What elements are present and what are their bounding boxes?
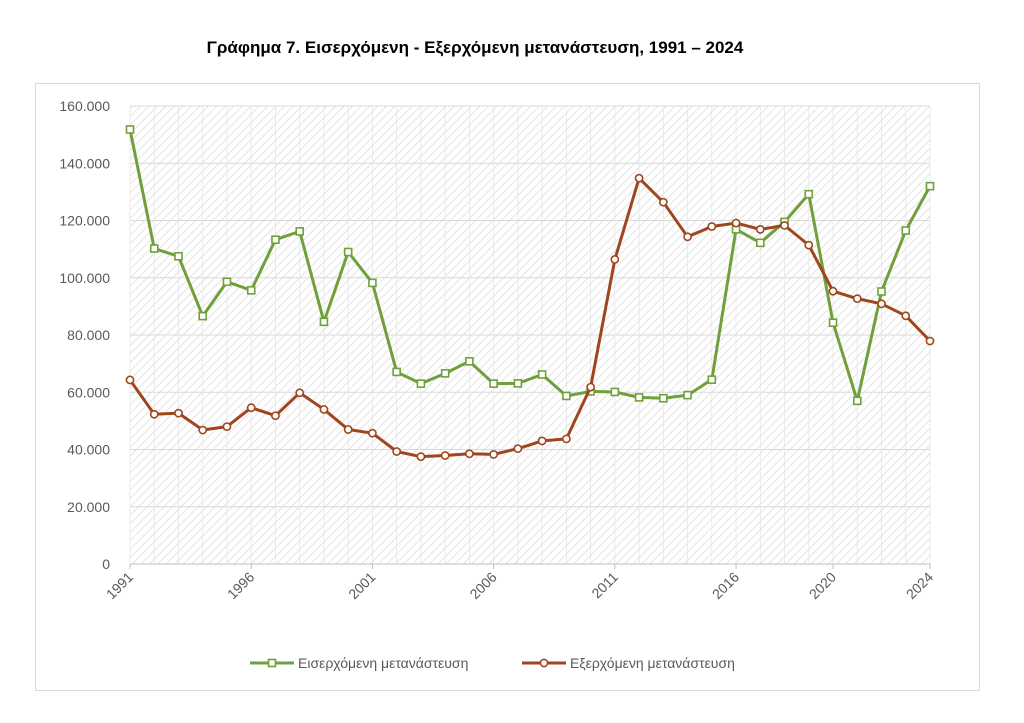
data-point-1 xyxy=(246,286,256,295)
data-point-2 xyxy=(440,451,450,460)
data-point-1 xyxy=(368,278,377,288)
x-tick-label: 2001 xyxy=(345,569,378,602)
data-point-1 xyxy=(392,367,401,377)
data-point-2 xyxy=(174,408,183,418)
legend-label: Εισερχόμενη μετανάστευση xyxy=(298,655,468,671)
data-point-1 xyxy=(465,357,474,366)
data-point-1 xyxy=(149,244,159,253)
data-point-1 xyxy=(295,227,304,236)
data-point-2 xyxy=(634,173,644,183)
data-point-1 xyxy=(513,379,523,388)
data-point-2 xyxy=(828,286,838,296)
data-point-2 xyxy=(295,388,305,398)
data-point-1 xyxy=(610,387,620,397)
x-tick-label: 2016 xyxy=(709,569,742,602)
data-point-2 xyxy=(852,294,862,304)
x-tick-label: 1996 xyxy=(224,569,257,602)
data-point-1 xyxy=(537,370,547,379)
data-point-1 xyxy=(659,393,668,403)
data-point-1 xyxy=(707,375,717,384)
y-tick-label: 100.000 xyxy=(59,270,110,286)
legend-marker xyxy=(267,658,277,668)
data-point-2 xyxy=(586,382,596,392)
data-point-2 xyxy=(343,425,353,434)
series-line-1 xyxy=(128,129,932,403)
data-point-1 xyxy=(562,391,571,401)
data-point-1 xyxy=(901,226,911,235)
data-point-2 xyxy=(683,232,692,242)
data-point-2 xyxy=(925,336,935,346)
data-point-2 xyxy=(707,222,717,231)
data-point-1 xyxy=(222,277,232,287)
x-tick-label: 2024 xyxy=(903,569,936,602)
data-point-2 xyxy=(804,240,814,250)
data-point-1 xyxy=(489,379,498,388)
y-tick-label: 0 xyxy=(102,556,110,572)
data-point-2 xyxy=(464,449,474,459)
chart-title: Γράφημα 7. Εισερχόμενη - Εξερχόμενη μετα… xyxy=(206,38,744,57)
data-point-2 xyxy=(901,311,911,321)
y-tick-label: 20.000 xyxy=(67,499,110,515)
data-point-2 xyxy=(780,220,789,230)
data-point-1 xyxy=(877,287,886,296)
data-point-2 xyxy=(513,444,523,454)
y-tick-label: 120.000 xyxy=(59,213,110,229)
data-point-1 xyxy=(174,251,183,261)
data-point-1 xyxy=(804,189,814,199)
data-point-2 xyxy=(755,224,765,234)
chart-frame xyxy=(35,83,980,691)
data-point-1 xyxy=(125,125,135,134)
data-point-1 xyxy=(343,247,353,257)
data-point-1 xyxy=(416,379,426,388)
data-point-2 xyxy=(658,197,668,207)
data-point-2 xyxy=(319,405,329,414)
data-point-2 xyxy=(125,375,135,385)
data-point-1 xyxy=(440,369,450,378)
data-point-2 xyxy=(222,422,232,431)
legend-marker xyxy=(539,658,549,668)
legend-label: Εξερχόμενη μετανάστευση xyxy=(570,655,735,671)
data-point-2 xyxy=(561,434,571,444)
x-tick-label: 2020 xyxy=(806,569,839,602)
data-point-2 xyxy=(877,299,886,309)
data-point-1 xyxy=(634,393,644,402)
y-tick-label: 40.000 xyxy=(67,442,110,458)
data-point-1 xyxy=(198,311,208,321)
data-point-2 xyxy=(246,403,256,413)
data-point-2 xyxy=(149,409,159,419)
data-point-2 xyxy=(416,452,426,462)
x-tick-label: 1991 xyxy=(103,569,136,602)
y-tick-label: 60.000 xyxy=(67,384,110,400)
x-tick-label: 2006 xyxy=(466,569,499,602)
data-point-2 xyxy=(537,436,547,446)
y-tick-label: 160.000 xyxy=(59,98,110,114)
data-point-2 xyxy=(489,449,499,459)
data-point-1 xyxy=(756,238,765,248)
series-line-2 xyxy=(128,176,932,459)
data-point-1 xyxy=(683,390,692,400)
data-point-2 xyxy=(198,425,208,435)
data-point-2 xyxy=(731,218,741,228)
data-point-2 xyxy=(392,447,402,456)
data-point-1 xyxy=(271,235,280,244)
data-point-2 xyxy=(368,428,377,438)
data-point-1 xyxy=(319,317,329,327)
y-tick-label: 80.000 xyxy=(67,327,110,343)
y-tick-label: 140.000 xyxy=(59,155,110,171)
data-point-1 xyxy=(852,396,862,406)
x-tick-label: 2011 xyxy=(588,569,621,602)
data-point-2 xyxy=(271,411,280,421)
data-point-2 xyxy=(610,255,620,264)
data-point-1 xyxy=(925,181,935,191)
data-point-1 xyxy=(828,318,838,327)
